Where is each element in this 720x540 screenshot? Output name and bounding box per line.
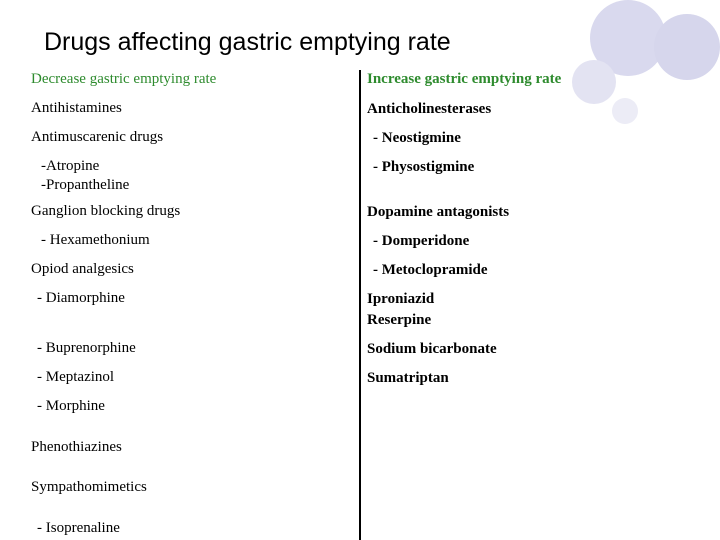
column-divider: [359, 70, 361, 540]
left-item: -Atropine: [41, 158, 100, 174]
left-item: - Morphine: [37, 398, 105, 414]
left-item: - Meptazinol: [37, 369, 115, 385]
left-item: Phenothiazines: [31, 439, 122, 455]
left-item: - Diamorphine: [37, 290, 125, 306]
right-item: - Neostigmine: [373, 130, 461, 146]
decorative-circle: [572, 60, 616, 104]
left-column-header: Decrease gastric emptying rate: [31, 71, 217, 87]
left-item: Sympathomimetics: [31, 479, 147, 495]
right-item: Reserpine: [367, 312, 432, 328]
left-item: - Hexamethonium: [41, 232, 150, 248]
left-item: Ganglion blocking drugs: [31, 203, 181, 219]
right-item: Anticholinesterases: [367, 101, 492, 117]
right-item: - Physostigmine: [373, 159, 475, 175]
decorative-circle: [654, 14, 720, 80]
left-item: - Isoprenaline: [37, 520, 120, 536]
left-item: Opiod analgesics: [31, 261, 134, 277]
right-item: Iproniazid: [367, 291, 435, 307]
left-item: Antihistamines: [31, 100, 122, 116]
left-item: -Propantheline: [41, 177, 130, 193]
right-item: Sumatriptan: [367, 370, 449, 386]
right-item: - Domperidone: [373, 233, 470, 249]
left-item: - Buprenorphine: [37, 340, 136, 356]
right-item: Sodium bicarbonate: [367, 341, 497, 357]
decorative-circle: [612, 98, 638, 124]
right-column-header: Increase gastric emptying rate: [367, 71, 562, 87]
right-item: - Metoclopramide: [373, 262, 488, 278]
left-item: Antimuscarenic drugs: [31, 129, 164, 145]
right-item: Dopamine antagonists: [367, 204, 510, 220]
slide-title: Drugs affecting gastric emptying rate: [44, 28, 451, 56]
